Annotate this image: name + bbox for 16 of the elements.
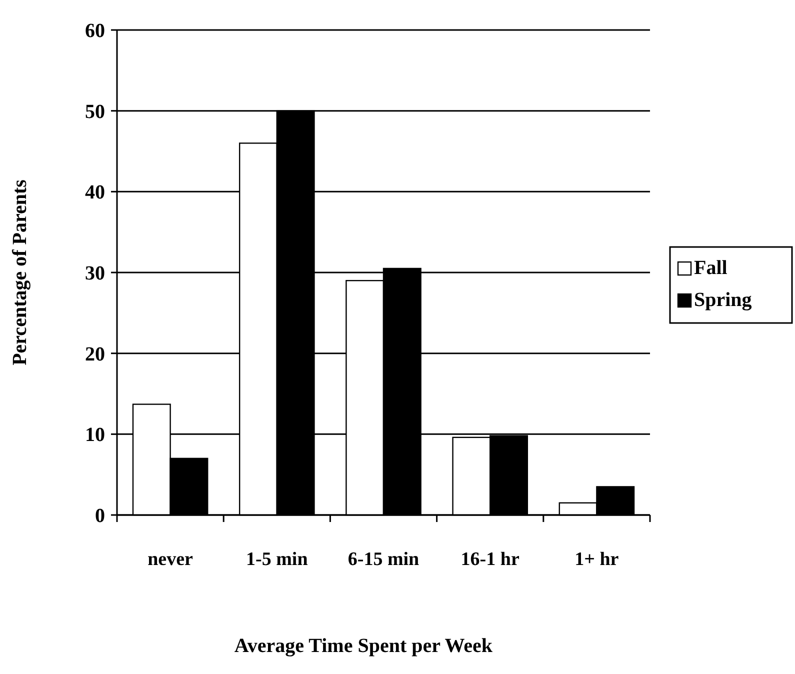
y-tick-label: 20 [85, 343, 105, 366]
x-axis-title: Average Time Spent per Week [234, 635, 494, 657]
x-tick-label: 6-15 min [348, 549, 420, 570]
y-tick-label: 30 [85, 262, 105, 284]
y-tick-label: 10 [85, 424, 105, 446]
y-tick-label: 0 [95, 505, 105, 527]
x-tick-label: never [148, 549, 194, 570]
legend-label: Spring [694, 289, 752, 311]
legend-label: Fall [694, 257, 728, 279]
x-tick-label: 16-1 hr [460, 549, 520, 570]
y-tick-label: 50 [85, 100, 105, 123]
x-tick-label: 1-5 min [246, 549, 308, 570]
x-tick-label: 1+ hr [574, 549, 620, 570]
y-axis-title: Percentage of Parents [9, 179, 31, 366]
y-tick-label: 60 [85, 20, 105, 42]
y-tick-label: 40 [85, 182, 105, 204]
